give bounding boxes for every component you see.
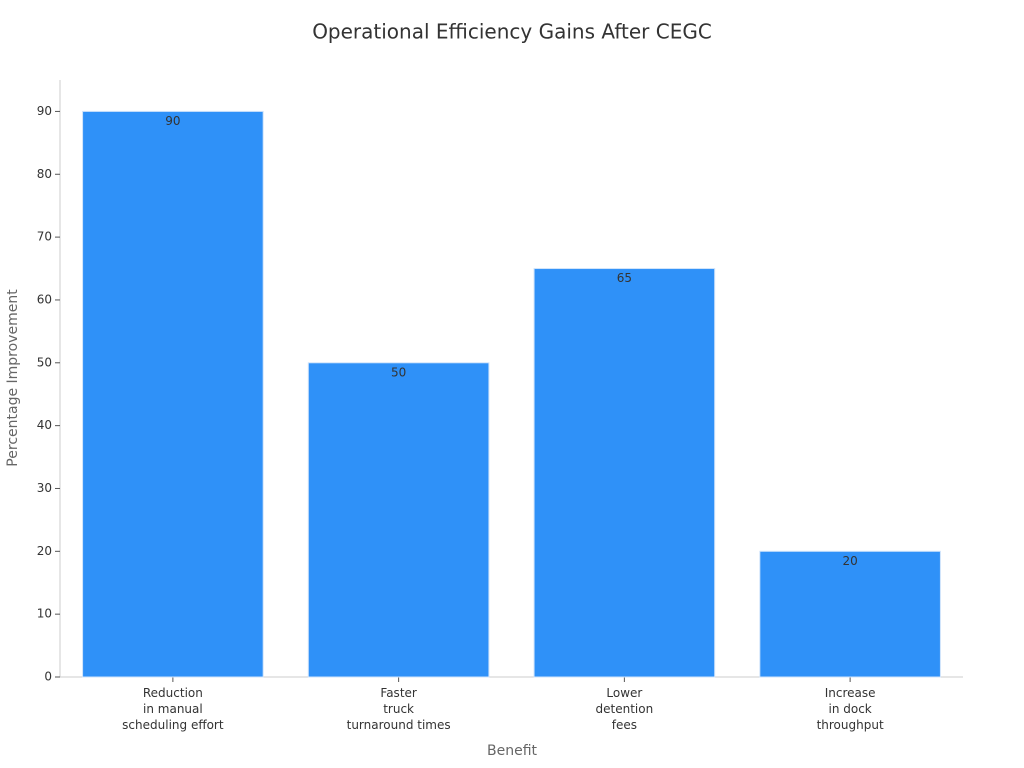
y-tick-label: 30 xyxy=(37,481,52,495)
bar xyxy=(307,362,490,678)
bar xyxy=(533,268,716,678)
x-tick-label-line: Faster xyxy=(380,686,416,700)
data-label: 90 xyxy=(165,114,180,128)
y-tick-label: 50 xyxy=(37,355,52,369)
bar xyxy=(82,110,264,678)
y-tick-label: 40 xyxy=(37,418,52,432)
x-tick-label-line: in dock xyxy=(828,702,871,716)
y-tick-label: 10 xyxy=(37,607,52,621)
y-tick-label: 0 xyxy=(44,670,52,684)
x-tick-label-line: Lower xyxy=(606,686,642,700)
x-tick-label: Reduction in manual scheduling effort xyxy=(122,686,224,732)
y-tick-label: 60 xyxy=(37,292,52,306)
x-tick-label-line: turnaround times xyxy=(347,718,451,732)
x-tick-label: Faster truck turnaround times xyxy=(347,686,451,732)
x-tick-label-line: Reduction xyxy=(143,686,203,700)
x-axis-label: Benefit xyxy=(487,743,538,759)
y-axis-label: Percentage Improvement xyxy=(5,289,21,467)
x-tick-label-line: truck xyxy=(383,702,414,716)
x-tick-label-line: fees xyxy=(612,718,637,732)
data-label: 50 xyxy=(391,365,406,379)
y-tick-label: 80 xyxy=(37,167,52,181)
x-tick-label-line: scheduling effort xyxy=(122,718,224,732)
bar xyxy=(759,550,941,678)
x-tick-label-line: in manual xyxy=(143,702,203,716)
x-tick-label-line: Increase xyxy=(825,686,876,700)
x-tick-label: Increase in dock throughput xyxy=(817,686,884,732)
y-tick-label: 70 xyxy=(37,230,52,244)
data-label: 65 xyxy=(617,271,632,285)
y-tick-label: 90 xyxy=(37,104,52,118)
y-tick-label: 20 xyxy=(37,544,52,558)
data-label: 20 xyxy=(842,554,857,568)
chart-title: Operational Efficiency Gains After CEGC xyxy=(312,20,712,44)
x-tick-label: Lower detention fees xyxy=(596,686,654,732)
x-tick-label-line: detention xyxy=(596,702,654,716)
x-tick-label-line: throughput xyxy=(817,718,884,732)
